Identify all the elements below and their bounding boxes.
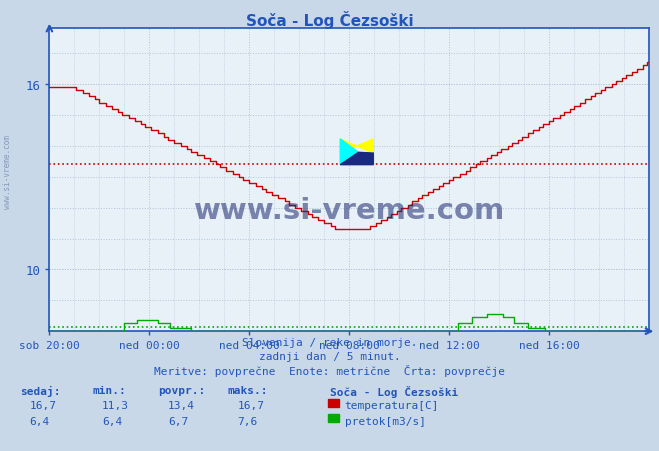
Text: 6,4: 6,4 [30, 416, 50, 426]
Polygon shape [340, 140, 373, 154]
Text: pretok[m3/s]: pretok[m3/s] [345, 416, 426, 426]
Text: povpr.:: povpr.: [158, 386, 206, 396]
Text: 7,6: 7,6 [237, 416, 258, 426]
Text: www.si-vreme.com: www.si-vreme.com [3, 134, 13, 208]
Text: 11,3: 11,3 [102, 400, 129, 410]
Text: 6,7: 6,7 [168, 416, 188, 426]
Text: maks.:: maks.: [227, 386, 268, 396]
Text: min.:: min.: [92, 386, 126, 396]
Text: Slovenija / reke in morje.: Slovenija / reke in morje. [242, 337, 417, 347]
Text: temperatura[C]: temperatura[C] [345, 400, 439, 410]
Text: 13,4: 13,4 [168, 400, 195, 410]
Text: Soča - Log Čezsoški: Soča - Log Čezsoški [246, 11, 413, 29]
Polygon shape [340, 153, 373, 165]
Text: 16,7: 16,7 [30, 400, 57, 410]
Text: 6,4: 6,4 [102, 416, 123, 426]
Text: 16,7: 16,7 [237, 400, 264, 410]
Text: sedaj:: sedaj: [20, 386, 60, 396]
Text: Soča - Log Čezsoški: Soča - Log Čezsoški [330, 386, 458, 398]
Text: www.si-vreme.com: www.si-vreme.com [194, 197, 505, 225]
Text: zadnji dan / 5 minut.: zadnji dan / 5 minut. [258, 351, 401, 361]
Polygon shape [340, 140, 358, 165]
Text: Meritve: povprečne  Enote: metrične  Črta: povprečje: Meritve: povprečne Enote: metrične Črta:… [154, 364, 505, 377]
